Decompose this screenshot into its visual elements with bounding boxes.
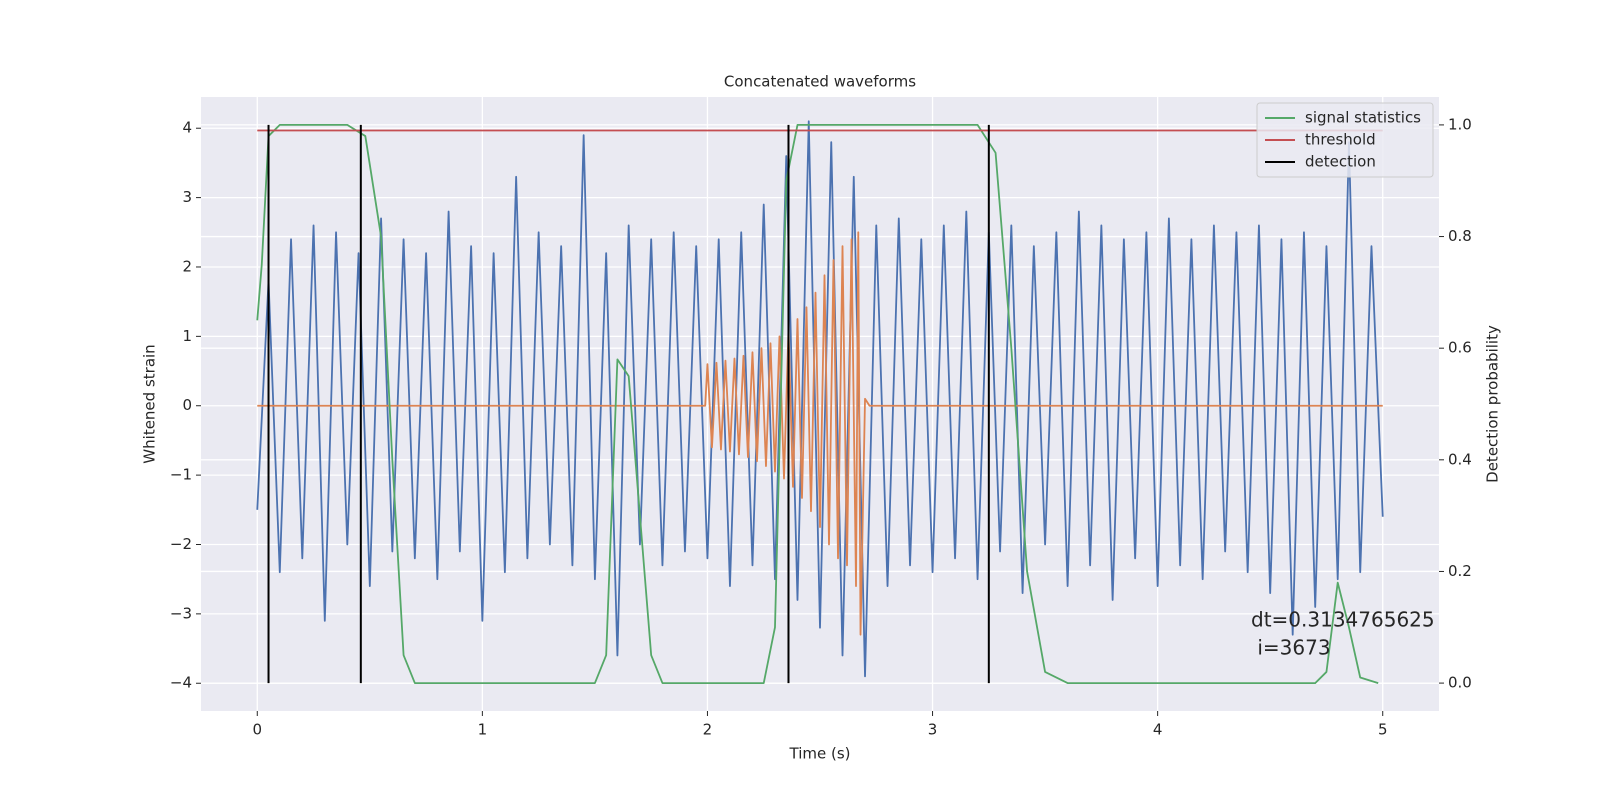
x-tick-label: 5: [1378, 721, 1388, 739]
y2-tick-label: 0.2: [1448, 562, 1472, 580]
annotation: dt=0.3134765625: [1251, 608, 1435, 632]
series-line: [256, 124, 1379, 684]
legend-box: [1256, 102, 1434, 178]
legend-label: signal statistics: [1305, 109, 1421, 127]
y-tick-label: 3: [182, 188, 192, 206]
y-tick-label: 0: [182, 396, 192, 414]
y-tick-label: −3: [170, 604, 192, 622]
y2-tick-label: 1.0: [1448, 115, 1472, 133]
x-tick-label: 2: [703, 721, 713, 739]
legend-label: detection: [1305, 153, 1376, 171]
chart-title: Concatenated waveforms: [724, 73, 916, 91]
x-tick-label: 4: [1153, 721, 1163, 739]
y2-tick-label: 0.8: [1448, 227, 1472, 245]
y-tick-label: −1: [170, 466, 192, 484]
legend-label: threshold: [1305, 131, 1376, 149]
y2-tick-label: 0.6: [1448, 339, 1472, 357]
y2-tick-label: 0.0: [1448, 674, 1472, 692]
y-tick-label: −2: [170, 535, 192, 553]
x-axis-label: Time (s): [789, 745, 851, 763]
y-tick-label: 4: [182, 119, 192, 137]
annotation: i=3673: [1251, 636, 1331, 660]
y-axis-label: Whitened strain: [141, 344, 159, 463]
y-tick-label: 2: [182, 257, 192, 275]
x-tick-label: 1: [478, 721, 488, 739]
y2-tick-label: 0.4: [1448, 450, 1472, 468]
y2-axis-label: Detection probability: [1484, 325, 1502, 483]
y-tick-label: −4: [170, 674, 192, 692]
x-tick-label: 3: [928, 721, 938, 739]
series-line: [256, 120, 1384, 678]
y-tick-label: 1: [182, 327, 192, 345]
x-tick-label: 0: [252, 721, 262, 739]
